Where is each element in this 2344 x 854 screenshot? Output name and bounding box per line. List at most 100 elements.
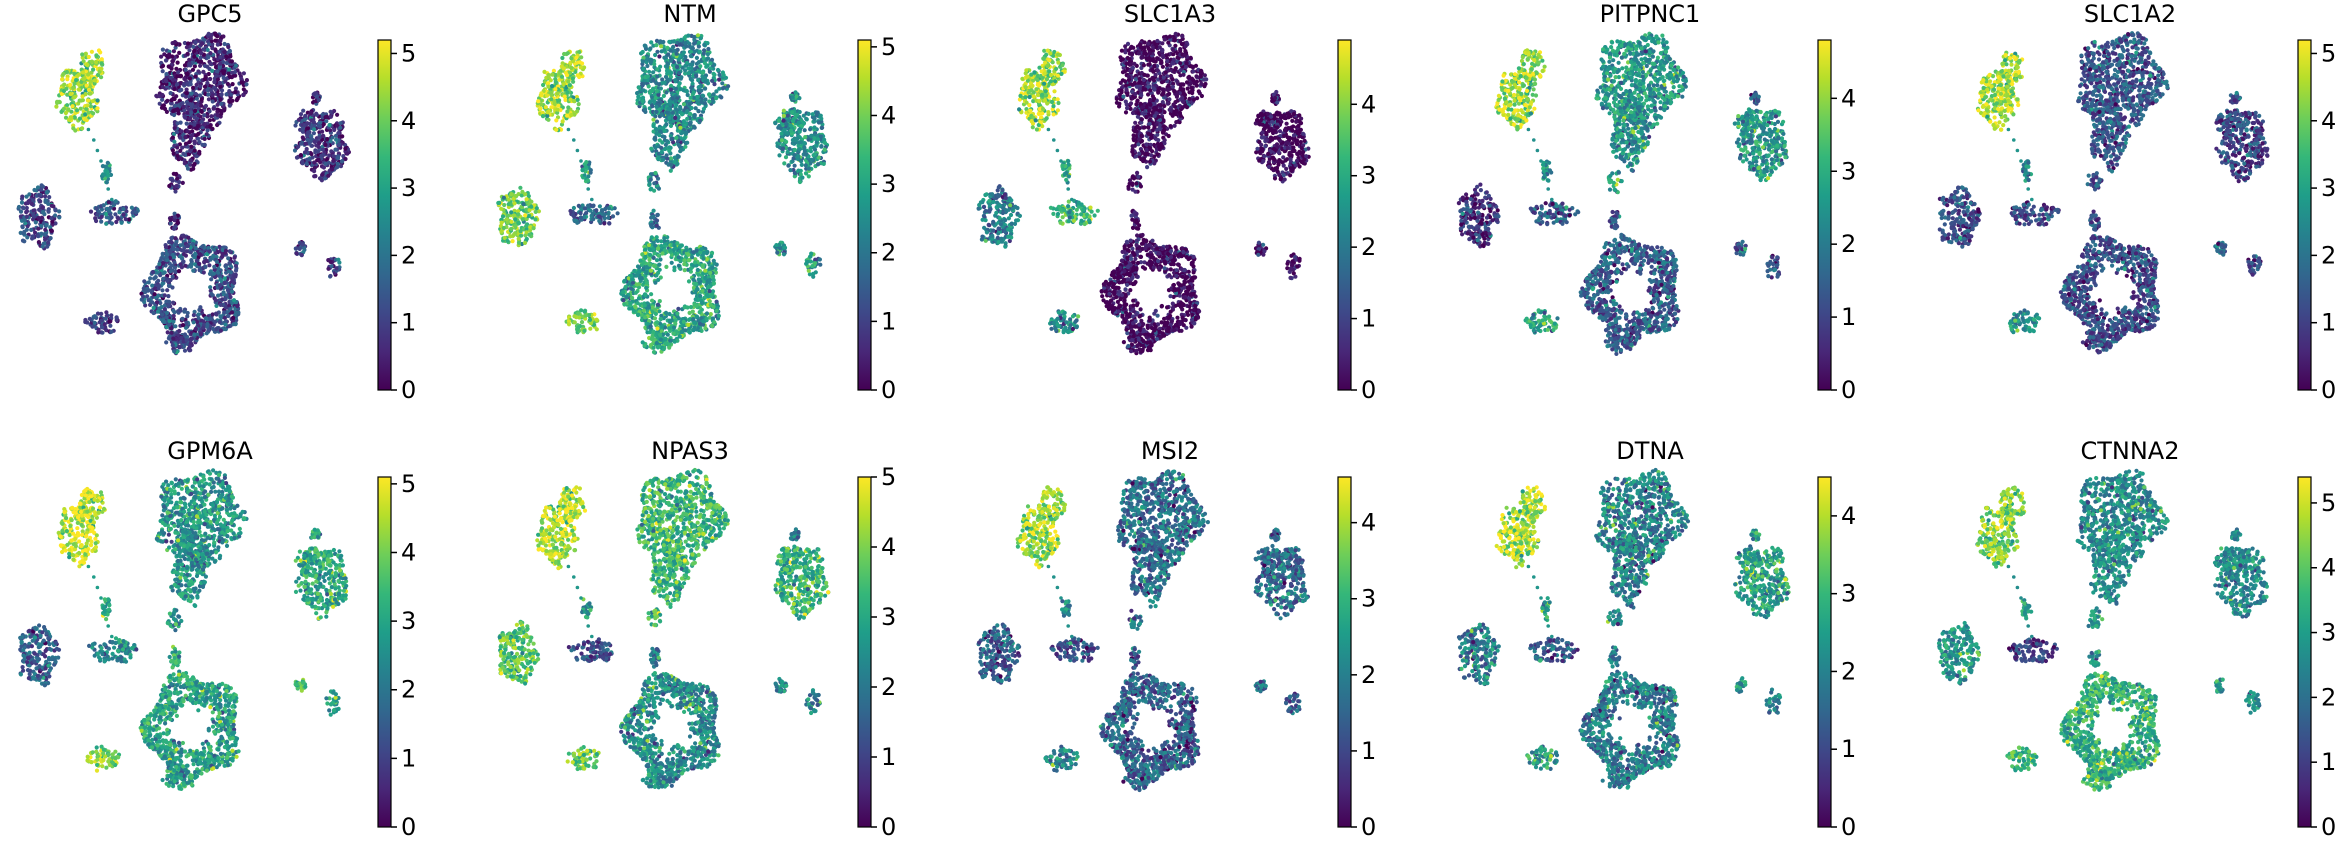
cell-point — [87, 88, 91, 92]
cell-point — [189, 82, 193, 86]
cell-point — [215, 123, 219, 127]
cell-point — [69, 92, 73, 96]
cell-point — [186, 52, 190, 56]
cell-point — [201, 47, 205, 51]
cell-point — [170, 67, 174, 71]
cell-point — [81, 70, 85, 74]
cell-point — [87, 55, 91, 59]
cell-point — [192, 55, 196, 59]
cell-point — [221, 34, 225, 38]
cell-point — [168, 76, 172, 80]
cell-point — [193, 105, 197, 109]
cell-point — [209, 88, 213, 92]
cell-point — [169, 91, 173, 95]
cell-point — [171, 59, 175, 63]
cell-point — [91, 111, 95, 115]
cell-point — [209, 114, 213, 118]
cell-point — [167, 184, 171, 188]
cell-point — [171, 148, 175, 152]
cell-point — [192, 115, 196, 119]
cell-point — [191, 68, 195, 72]
cell-point — [244, 82, 248, 86]
cell-point — [86, 111, 90, 115]
cell-point — [210, 127, 214, 131]
cell-point — [75, 108, 79, 112]
cell-point — [84, 92, 88, 96]
cell-point — [206, 92, 210, 96]
cell-point — [164, 79, 168, 83]
cell-point — [211, 93, 215, 97]
cell-point — [208, 109, 212, 113]
cell-point — [82, 76, 86, 80]
cell-point — [88, 92, 92, 96]
cell-point — [198, 93, 202, 97]
cell-point — [194, 92, 198, 96]
cell-point — [222, 69, 226, 73]
cell-point — [195, 83, 199, 87]
cell-point — [86, 98, 90, 102]
cell-point — [191, 86, 195, 90]
cell-point — [196, 113, 200, 117]
cell-point — [173, 104, 177, 108]
cell-point — [194, 133, 198, 137]
cell-point — [218, 81, 222, 85]
cell-point — [228, 75, 232, 79]
cell-point — [218, 109, 222, 113]
cell-point — [99, 67, 103, 71]
cell-point — [231, 82, 235, 86]
cell-point — [173, 189, 177, 193]
cell-point — [80, 52, 84, 56]
cell-point — [201, 70, 205, 74]
cell-point — [199, 109, 203, 113]
cell-point — [172, 113, 176, 117]
cell-point — [71, 86, 75, 90]
cell-point — [218, 55, 222, 59]
cell-point — [193, 149, 197, 153]
cell-point — [189, 111, 193, 115]
cell-point — [213, 62, 217, 66]
cell-point — [215, 34, 219, 38]
cell-point — [95, 54, 99, 58]
cell-point — [228, 54, 232, 58]
cell-point — [173, 40, 177, 44]
cell-point — [64, 111, 68, 115]
cell-point — [205, 132, 209, 136]
panel-title: GPC5 — [177, 0, 242, 28]
cell-point — [84, 118, 88, 122]
cell-point — [185, 45, 189, 49]
cell-point — [160, 93, 164, 97]
cell-point — [96, 98, 100, 102]
cell-point — [161, 48, 165, 52]
cell-point — [77, 73, 81, 77]
cell-point — [71, 126, 75, 130]
cell-point — [79, 98, 83, 102]
cell-point — [71, 104, 75, 108]
cell-point — [212, 80, 216, 84]
cell-point — [185, 129, 189, 133]
cell-point — [239, 77, 243, 81]
cell-point — [95, 106, 99, 110]
cell-point — [193, 139, 197, 143]
cell-point — [61, 72, 65, 76]
cell-point — [198, 84, 202, 88]
cell-point — [160, 98, 164, 102]
cell-point — [181, 181, 185, 185]
cell-point — [222, 76, 226, 80]
cell-point — [245, 78, 249, 82]
cell-point — [235, 98, 239, 102]
cell-point — [36, 227, 40, 231]
cell-point — [210, 46, 214, 50]
cell-point — [216, 43, 220, 47]
cell-point — [74, 78, 78, 82]
cell-point — [240, 80, 244, 84]
cell-point — [170, 98, 174, 102]
cell-point — [178, 149, 182, 153]
cell-point — [164, 58, 168, 62]
cell-point — [66, 107, 70, 111]
cell-point — [164, 72, 168, 76]
cell-point — [175, 74, 179, 78]
cell-point — [200, 120, 204, 124]
cell-point — [93, 78, 97, 82]
cell-point — [197, 59, 201, 63]
cell-point — [184, 68, 188, 72]
